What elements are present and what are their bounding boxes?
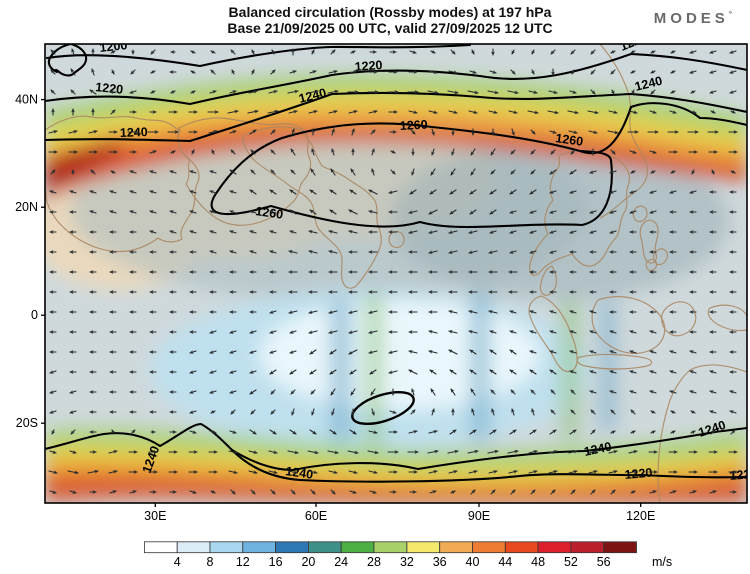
svg-text:16: 16 <box>269 555 283 569</box>
svg-text:28: 28 <box>367 555 381 569</box>
svg-text:36: 36 <box>433 555 447 569</box>
svg-text:30E: 30E <box>144 509 166 523</box>
svg-text:m/s: m/s <box>652 555 672 569</box>
svg-text:1220: 1220 <box>624 466 653 482</box>
svg-text:60E: 60E <box>305 509 327 523</box>
svg-text:40N: 40N <box>15 93 38 107</box>
svg-text:52: 52 <box>564 555 578 569</box>
svg-text:48: 48 <box>531 555 545 569</box>
svg-text:24: 24 <box>334 555 348 569</box>
svg-text:20N: 20N <box>15 200 38 214</box>
svg-text:20: 20 <box>301 555 315 569</box>
svg-text:32: 32 <box>400 555 414 569</box>
svg-text:4: 4 <box>174 555 181 569</box>
svg-text:120E: 120E <box>626 509 655 523</box>
svg-text:1200: 1200 <box>99 38 128 55</box>
svg-text:90E: 90E <box>468 509 490 523</box>
svg-text:1260: 1260 <box>399 118 428 133</box>
svg-text:1220: 1220 <box>95 80 124 97</box>
svg-text:12: 12 <box>236 555 250 569</box>
svg-text:1220: 1220 <box>354 58 383 74</box>
svg-text:8: 8 <box>207 555 214 569</box>
svg-text:44: 44 <box>498 555 512 569</box>
svg-text:0: 0 <box>31 308 38 322</box>
svg-text:56: 56 <box>597 555 611 569</box>
svg-text:40: 40 <box>466 555 480 569</box>
svg-text:20S: 20S <box>16 416 38 430</box>
